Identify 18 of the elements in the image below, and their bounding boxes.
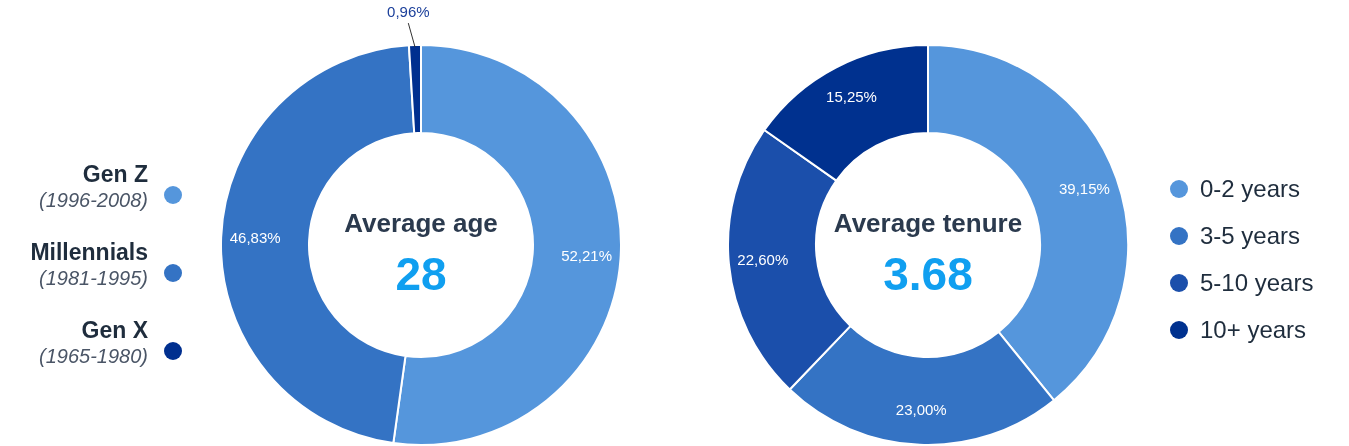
data-label: 15,25% [826,87,877,105]
data-label: 39,15% [1059,179,1110,197]
data-label: 0,96% [387,3,430,21]
data-label: 23,00% [895,401,947,418]
legend-label: Gen X (1965-1980) [39,316,148,368]
legend-label: 10+ years [1200,315,1307,344]
data-label: 22,60% [737,251,789,269]
legend-label: 3-5 years [1200,221,1301,250]
text: Average age [344,208,498,239]
legend-label: 5-10 years [1200,268,1314,297]
text: 3.68 [883,247,973,300]
legend-label: Gen Z (1996-2008) [39,160,148,212]
text: 28 [395,247,447,300]
data-label: 52,21% [561,246,613,264]
legend-label: 0-2 years [1200,174,1301,203]
text: Average tenure [833,208,1023,239]
data-label: 46,83% [229,228,281,246]
legend-label: Millennials (1981-1995) [30,238,148,290]
